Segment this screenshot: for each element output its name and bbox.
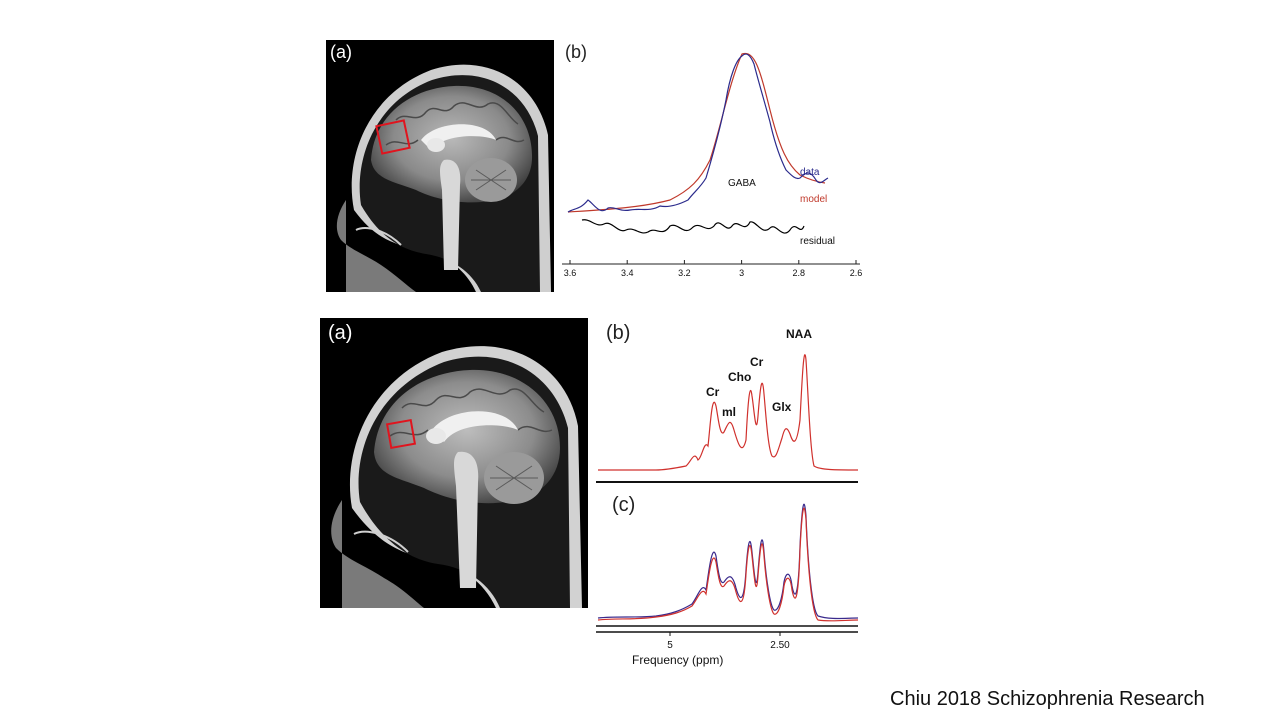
top-panel-a-label: (a) <box>330 42 352 62</box>
spectrum-c-data-curve <box>597 503 859 620</box>
top-panel-b-label: (b) <box>565 42 587 62</box>
data-curve <box>567 53 829 213</box>
gaba-x-tick-label: 3.6 <box>564 268 577 278</box>
residual-curve <box>581 219 805 234</box>
peak-label-ml: ml <box>722 405 736 419</box>
citation-text: Chiu 2018 Schizophrenia Research <box>890 688 1205 710</box>
gaba-x-tick-label: 3.2 <box>678 268 691 278</box>
model-label: model <box>800 194 827 205</box>
gaba-x-tick-label: 3.4 <box>621 268 634 278</box>
peak-label-glx: Glx <box>772 400 792 414</box>
mrs-spectrum-b: Cr ml Cho Cr Glx NAA <box>596 327 859 483</box>
mrs-x-tick-label: 2.50 <box>770 640 790 651</box>
spectrum-c-fit-curve <box>597 507 859 622</box>
gaba-label: GABA <box>728 178 756 189</box>
gaba-x-tick-label: 2.6 <box>850 268 863 278</box>
peak-label-cr-right: Cr <box>750 355 764 369</box>
bottom-panel-a-label: (a) <box>328 322 353 344</box>
mrs-x-tick-label: 5 <box>667 640 673 651</box>
bottom-panel-c-label: (c) <box>612 494 636 516</box>
mrs-spectrum-c: 5 2.50 Frequency (ppm) <box>596 503 859 667</box>
roi-box-bottom <box>385 418 417 450</box>
bottom-mri-image: (a) <box>320 318 588 608</box>
peak-label-naa: NAA <box>786 327 812 341</box>
top-mri-drawing <box>336 64 551 292</box>
peak-label-cr-left: Cr <box>706 385 720 399</box>
data-label: data <box>800 167 820 178</box>
residual-label: residual <box>800 236 835 247</box>
model-curve <box>567 52 826 213</box>
top-mri-image: (a) <box>326 40 554 292</box>
bottom-panel-b-label: (b) <box>606 322 631 344</box>
spectrum-b-curve <box>598 354 859 471</box>
gaba-spectrum-plot: 3.6 3.4 3.2 3 2.8 2.6 GABA data model residua… <box>562 52 863 278</box>
roi-box <box>375 119 411 155</box>
bottom-mri-drawing <box>331 346 582 608</box>
peak-label-cho: Cho <box>728 370 751 384</box>
gaba-x-tick-label: 2.8 <box>793 268 806 278</box>
mrs-xlabel: Frequency (ppm) <box>632 653 723 667</box>
gaba-x-tick-label: 3 <box>739 268 744 278</box>
